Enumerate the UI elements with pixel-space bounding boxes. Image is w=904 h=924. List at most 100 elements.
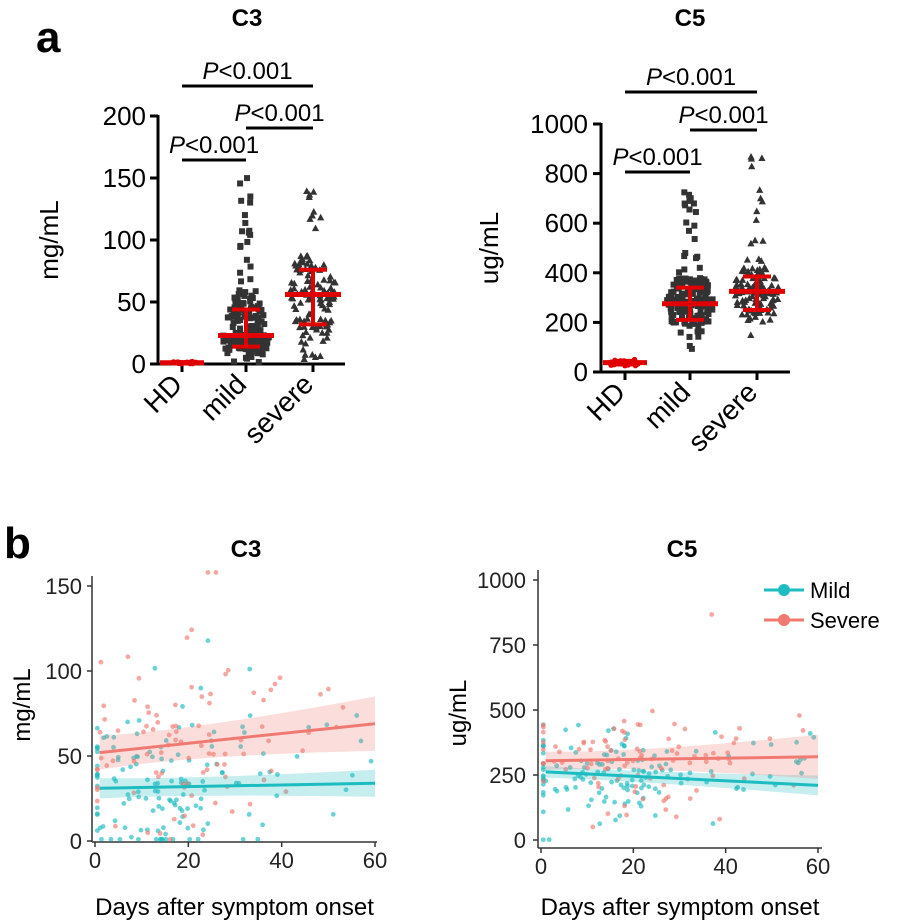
data-point-mild (668, 308, 675, 315)
data-point-mild (710, 821, 716, 826)
data-point-mild (686, 191, 693, 198)
data-point-severe (303, 277, 312, 285)
data-point-mild (275, 772, 280, 777)
data-point-severe (759, 317, 767, 325)
data-point-mild (238, 278, 245, 285)
data-point-mild (247, 193, 254, 200)
data-point-mild (128, 834, 134, 840)
x-category-label: mild (194, 368, 252, 426)
data-point-mild (149, 754, 155, 760)
data-point-severe (632, 789, 638, 795)
data-point-mild (125, 719, 131, 725)
data-point-mild (240, 724, 245, 730)
data-point-mild (563, 727, 568, 733)
x-tick-label: 60 (363, 848, 387, 873)
data-point-mild (260, 312, 267, 319)
data-point-mild (609, 779, 614, 785)
data-point-severe (94, 785, 100, 790)
data-point-mild (695, 323, 702, 330)
data-point-mild (638, 803, 644, 809)
data-point-severe (299, 331, 307, 339)
data-point-mild (169, 778, 174, 784)
data-point-mild (612, 799, 617, 805)
data-point-mild (540, 774, 546, 780)
x-category-label: severe (682, 376, 763, 457)
data-point-severe (261, 697, 266, 703)
data-point-mild (679, 293, 686, 300)
data-point-severe (674, 751, 680, 756)
data-point-mild (698, 319, 705, 326)
data-point-severe (742, 296, 750, 303)
data-point-severe (200, 770, 206, 775)
data-point-mild (202, 787, 207, 793)
data-point-mild (156, 795, 162, 801)
data-point-severe (296, 315, 304, 323)
data-point-mild (205, 821, 211, 827)
data-point-severe (663, 807, 669, 813)
data-point-severe (323, 294, 331, 302)
data-point-mild (684, 287, 691, 294)
data-point-mild (674, 293, 681, 300)
data-point-mild (597, 821, 603, 827)
data-point-severe (540, 747, 546, 752)
data-point-severe (624, 812, 629, 818)
data-point-mild (677, 329, 684, 336)
data-point-mild (156, 803, 162, 809)
data-point-mild (692, 209, 699, 216)
data-point-mild (368, 758, 374, 764)
data-point-mild (584, 761, 590, 766)
data-point-severe (557, 749, 562, 755)
data-point-mild (663, 761, 669, 767)
data-point-mild (248, 349, 255, 356)
data-point-mild (230, 319, 237, 326)
data-point-mild (252, 288, 259, 295)
data-point-mild (237, 269, 244, 276)
data-point-mild (703, 303, 710, 310)
data-point-mild (636, 768, 642, 773)
data-point-mild (306, 724, 312, 730)
data-point-severe (760, 263, 769, 271)
y-tick-label: 50 (117, 287, 146, 317)
data-point-severe (301, 285, 309, 293)
data-point-mild (163, 831, 168, 837)
data-point-severe (208, 691, 213, 697)
data-point-mild (193, 803, 199, 809)
data-point-mild (94, 744, 100, 750)
data-point-severe (199, 694, 205, 700)
data-point-severe (144, 723, 149, 729)
data-point-mild (683, 219, 690, 226)
data-point-mild (238, 744, 244, 749)
y-axis-label: mg/mL (34, 200, 64, 279)
data-point-severe (619, 728, 625, 734)
data-point-mild (573, 750, 579, 755)
data-point-mild (198, 796, 204, 802)
data-point-mild (568, 745, 574, 751)
data-point-mild (688, 345, 695, 352)
data-point-severe (770, 309, 778, 317)
data-point-mild (185, 825, 191, 831)
data-point-mild (691, 222, 698, 229)
data-point-severe (639, 752, 645, 758)
data-point-mild (111, 744, 116, 750)
y-axis-label: ug/mL (445, 680, 472, 747)
data-point-mild (227, 306, 234, 313)
panel-a-label: a (36, 13, 61, 62)
data-point-mild (698, 312, 705, 319)
data-point-mild (625, 783, 630, 789)
significance-label: P<0.001 (234, 100, 324, 127)
data-point-severe (196, 723, 202, 729)
data-point-severe (98, 755, 104, 761)
data-point-mild (603, 794, 609, 800)
data-point-severe (158, 750, 164, 755)
data-point-mild (134, 753, 140, 759)
data-point-severe (740, 301, 748, 309)
data-point-mild (540, 750, 546, 756)
data-point-mild (686, 322, 693, 329)
y-tick-label: 200 (545, 307, 588, 337)
data-point-mild (597, 762, 602, 767)
data-point-mild (111, 734, 117, 740)
data-point-mild (670, 296, 677, 303)
data-point-severe (303, 260, 311, 267)
